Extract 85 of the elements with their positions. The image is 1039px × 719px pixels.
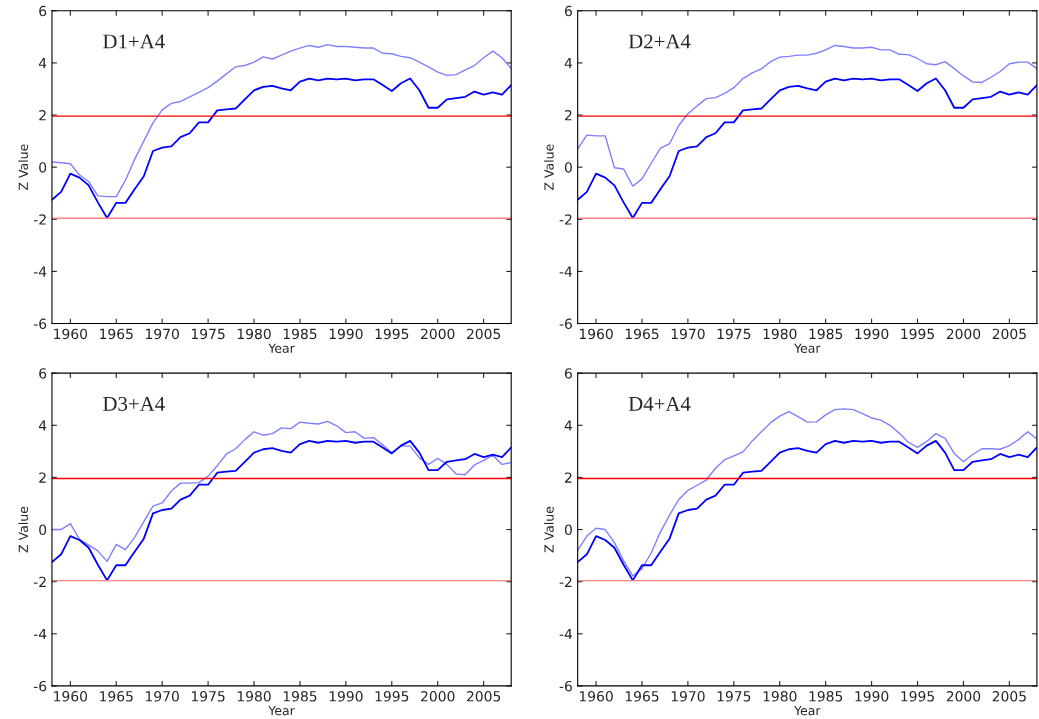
y-tick-label: 6 [564, 5, 572, 17]
x-tick-label: 1985 [809, 328, 843, 340]
x-tick-label: 1985 [283, 691, 317, 702]
y-tick-label: -4 [559, 266, 573, 277]
y-tick-label: 2 [565, 110, 572, 121]
y-tick-label: 4 [564, 420, 573, 431]
x-axis-title: Year [794, 343, 821, 353]
line-series [51, 440, 512, 582]
y-axis-title: Z Value [544, 144, 554, 191]
y-tick-label: 4 [38, 420, 47, 431]
x-tick-label: 1990 [329, 328, 363, 340]
x-tick-label: 1980 [237, 691, 271, 702]
y-tick-label: 4 [38, 58, 47, 69]
x-tick-label: 1975 [717, 328, 751, 340]
text: D3+A4 [103, 396, 165, 411]
x-tick-label: 1980 [763, 691, 797, 702]
y-tick-label: -2 [33, 576, 46, 587]
y-tick-label: -6 [559, 318, 572, 330]
text: D2+A4 [628, 34, 691, 49]
y-tick-label: 2 [39, 110, 46, 121]
y-tick-label: -4 [33, 628, 47, 640]
x-tick-label: 2000 [421, 328, 455, 340]
text: D4+A4 [628, 396, 691, 411]
x-tick-label: 1975 [191, 691, 225, 702]
x-tick-label: 2005 [992, 691, 1026, 702]
y-tick-label: 0 [564, 162, 572, 173]
line-series [577, 77, 1037, 219]
y-tick-label: -4 [559, 628, 573, 640]
y-tick-label: -6 [559, 680, 572, 692]
x-tick-label: 1960 [54, 328, 88, 340]
x-tick-label: 1970 [146, 328, 179, 340]
x-tick-label: 2005 [992, 328, 1026, 340]
y-tick-label: 0 [39, 162, 47, 173]
x-tick-label: 1975 [191, 328, 225, 340]
x-tick-label: 1965 [625, 691, 659, 702]
text: D1+A4 [103, 34, 165, 49]
x-axis-title: Year [268, 343, 295, 353]
x-tick-label: 1995 [375, 328, 409, 340]
x-tick-label: 2000 [946, 328, 981, 340]
x-tick-label: 1980 [763, 328, 797, 340]
y-tick-label: 0 [39, 524, 47, 536]
y-axis-title: Z Value [18, 506, 29, 553]
x-tick-label: 1985 [283, 328, 317, 340]
x-tick-label: 1990 [855, 328, 889, 340]
x-tick-label: 1960 [579, 691, 613, 702]
x-tick-label: 1965 [100, 328, 133, 340]
x-tick-label: 1980 [237, 328, 271, 340]
x-tick-label: 1995 [375, 691, 409, 702]
y-tick-label: -2 [559, 214, 572, 225]
x-tick-label: 1995 [901, 328, 934, 340]
line-series [51, 420, 512, 563]
x-tick-label: 1965 [625, 328, 659, 340]
x-tick-label: 1990 [855, 691, 889, 702]
y-tick-label: 2 [39, 472, 46, 483]
y-tick-label: 6 [39, 5, 47, 17]
x-tick-label: 1990 [329, 691, 363, 702]
x-tick-label: 2005 [466, 328, 501, 340]
x-tick-label: 2000 [421, 691, 455, 702]
line-series [577, 440, 1037, 582]
y-tick-label: -2 [33, 214, 46, 225]
y-tick-label: 2 [565, 472, 572, 483]
x-tick-label: 1965 [100, 691, 133, 702]
x-axis-title: Year [268, 706, 295, 716]
x-tick-label: 1960 [54, 691, 88, 702]
y-tick-label: 6 [39, 368, 47, 379]
x-tick-label: 1960 [579, 328, 613, 340]
x-tick-label: 2000 [946, 691, 981, 702]
x-tick-label: 1970 [671, 328, 705, 340]
x-tick-label: 1970 [146, 691, 179, 702]
x-tick-label: 1985 [809, 691, 843, 702]
x-axis-title: Year [794, 706, 821, 716]
y-tick-label: 6 [564, 368, 572, 379]
x-tick-label: 1970 [671, 691, 705, 702]
y-tick-label: 4 [564, 58, 573, 69]
y-tick-label: 0 [564, 524, 572, 536]
x-tick-label: 1975 [717, 691, 751, 702]
y-tick-label: -2 [559, 576, 572, 587]
line-series [51, 77, 512, 219]
x-tick-label: 1995 [901, 691, 934, 702]
x-tick-label: 2005 [466, 691, 501, 702]
y-tick-label: -6 [33, 680, 47, 692]
y-axis-title: Z Value [18, 144, 29, 191]
y-tick-label: -6 [33, 318, 47, 330]
y-tick-label: -4 [33, 266, 47, 277]
y-axis-title: Z Value [544, 506, 554, 553]
